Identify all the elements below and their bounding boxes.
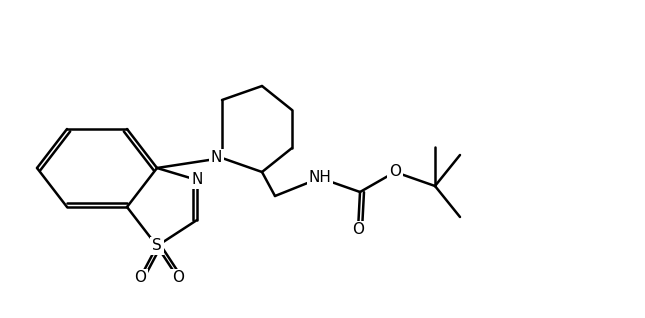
Text: O: O [352, 223, 364, 238]
Text: O: O [389, 164, 401, 179]
Text: O: O [134, 271, 146, 286]
Text: N: N [211, 150, 222, 165]
Text: S: S [152, 238, 162, 253]
Text: N: N [192, 172, 203, 188]
Text: O: O [172, 271, 184, 286]
Text: NH: NH [308, 170, 332, 185]
